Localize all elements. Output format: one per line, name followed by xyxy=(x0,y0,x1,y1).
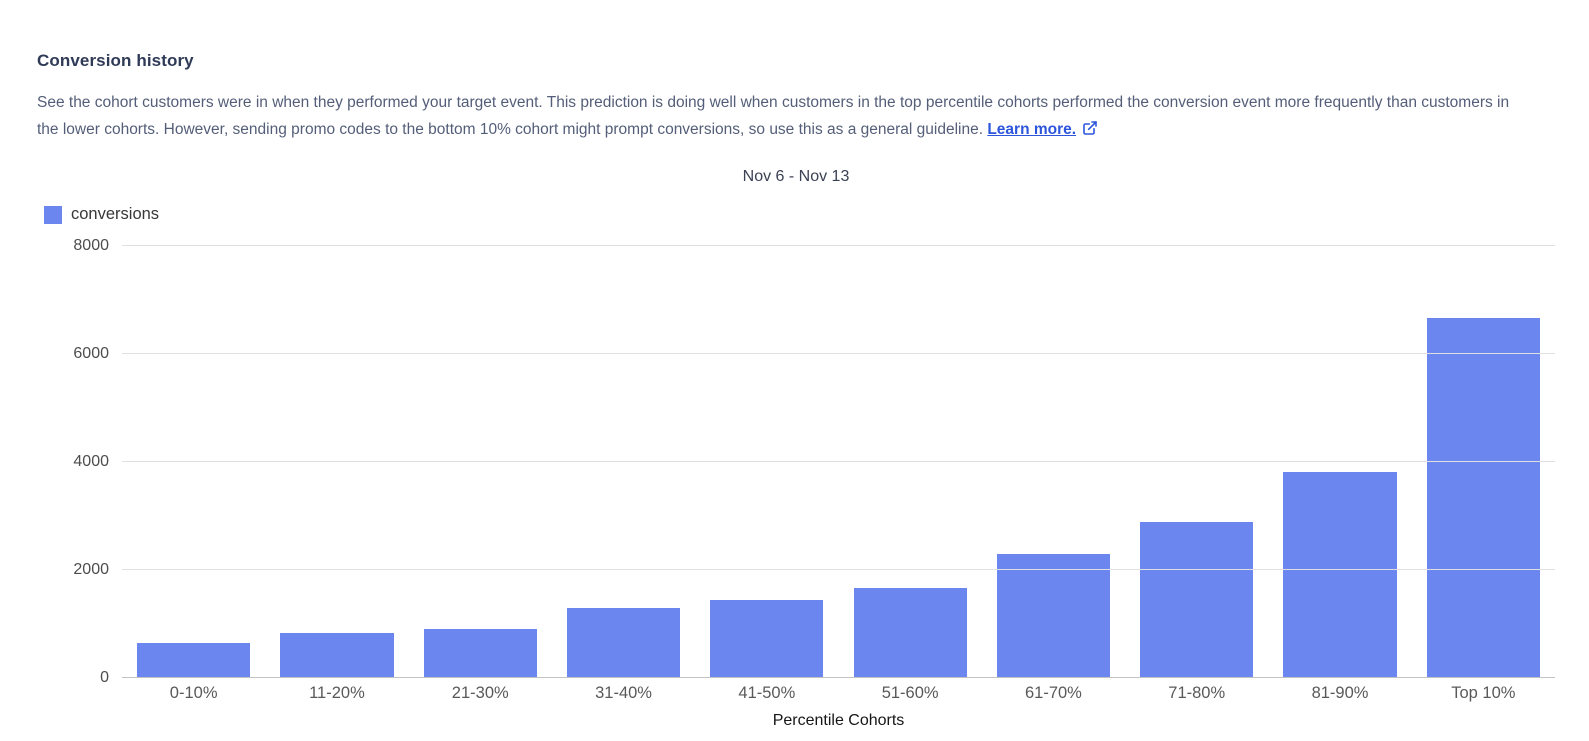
gridline-6000 xyxy=(122,353,1555,354)
bar-cell xyxy=(695,246,838,678)
page-title: Conversion history xyxy=(37,51,194,70)
x-tick-label-61-70%: 61-70% xyxy=(1024,684,1082,702)
bar-31-40%[interactable] xyxy=(566,608,681,678)
gridline-2000 xyxy=(122,569,1555,570)
x-tick-label-Top 10%: Top 10% xyxy=(1451,684,1516,702)
bar-21-30%[interactable] xyxy=(423,628,537,678)
bar-41-50%[interactable] xyxy=(710,599,824,678)
legend-label: conversions xyxy=(71,205,160,223)
legend-swatch xyxy=(44,205,62,224)
x-tick-label-31-40%: 31-40% xyxy=(595,684,652,702)
y-tick-label-2000: 2000 xyxy=(73,561,109,578)
gridline-0 xyxy=(122,677,1555,678)
x-tick-label-71-80%: 71-80% xyxy=(1168,684,1226,702)
chart-title: Nov 6 - Nov 13 xyxy=(742,168,850,185)
x-axis-title: Percentile Cohorts xyxy=(772,712,905,729)
learn-more-link[interactable]: Learn more. xyxy=(987,121,1076,138)
y-tick-label-8000: 8000 xyxy=(73,237,109,254)
gridline-4000 xyxy=(122,461,1555,462)
conversion-history-chart: Nov 6 - Nov 13 conversions 0 2000 4000 6000… xyxy=(37,163,1555,741)
bar-61-70%[interactable] xyxy=(996,553,1111,678)
bar-cell xyxy=(1268,246,1411,678)
description-text: See the cohort customers were in when th… xyxy=(37,89,1534,145)
x-tick-label-0-10%: 0-10% xyxy=(169,684,218,702)
bar-cell xyxy=(1412,246,1555,678)
x-tick-label-81-90%: 81-90% xyxy=(1311,684,1369,702)
description-body: See the cohort customers were in when th… xyxy=(37,94,1510,138)
bar-11-20%[interactable] xyxy=(280,633,394,678)
learn-more-label: Learn more. xyxy=(987,121,1077,138)
bar-cell xyxy=(1125,246,1268,678)
bar-cell xyxy=(409,246,552,678)
x-tick-label-41-50%: 41-50% xyxy=(738,684,796,702)
bar-cell xyxy=(982,246,1125,678)
bar-series xyxy=(122,246,1555,678)
external-link-icon xyxy=(1082,118,1098,145)
plot-area: 0 2000 4000 6000 8000 xyxy=(73,237,1555,686)
gridline-8000 xyxy=(122,245,1555,246)
bar-cell xyxy=(122,246,265,678)
x-tick-label-21-30%: 21-30% xyxy=(451,684,509,702)
x-tick-label-11-20%: 11-20% xyxy=(309,684,365,702)
bar-cell xyxy=(838,246,981,678)
bar-cell xyxy=(552,246,695,678)
chart-legend: conversions xyxy=(44,205,159,224)
y-tick-label-6000: 6000 xyxy=(73,345,109,362)
bar-81-90%[interactable] xyxy=(1283,471,1397,678)
bar-Top 10%[interactable] xyxy=(1426,317,1540,678)
bar-51-60%[interactable] xyxy=(853,588,967,678)
y-tick-label-0: 0 xyxy=(100,669,109,686)
bar-cell xyxy=(265,246,408,678)
x-tick-label-51-60%: 51-60% xyxy=(881,684,939,702)
bar-71-80%[interactable] xyxy=(1140,522,1254,678)
x-axis-labels: 0-10% 11-20% 21-30% 31-40% 41-50% 51-60% 61-70… xyxy=(122,684,1555,703)
bar-0-10%[interactable] xyxy=(137,643,251,678)
y-tick-label-4000: 4000 xyxy=(73,453,109,470)
